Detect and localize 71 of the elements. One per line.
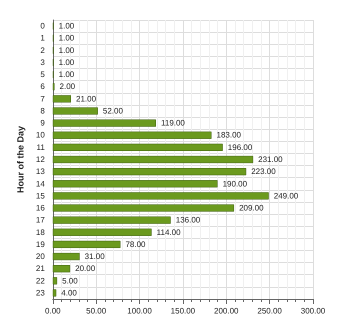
data-label: 78.00 <box>125 240 146 249</box>
y-tick-label: 15 <box>36 191 46 200</box>
y-tick-label: 9 <box>40 118 46 128</box>
data-label: 5.00 <box>62 276 78 286</box>
data-label: 52.00 <box>102 106 124 116</box>
data-label: 21.00 <box>76 94 97 104</box>
x-tick-label: 50.00 <box>86 306 107 316</box>
bar <box>52 107 98 115</box>
bar <box>52 180 218 188</box>
data-label: 136.00 <box>176 216 201 225</box>
data-label: 114.00 <box>156 228 182 237</box>
y-tick-label: 0 <box>40 22 46 31</box>
data-label: 249.00 <box>274 191 299 200</box>
y-tick-label: 19 <box>36 240 46 249</box>
data-label: 190.00 <box>222 179 248 188</box>
data-label: 4.00 <box>61 288 78 298</box>
bar <box>52 252 80 260</box>
data-label: 1.00 <box>58 22 75 31</box>
bar <box>52 204 234 212</box>
y-tick-label: 16 <box>36 204 46 213</box>
y-tick-label: 12 <box>36 155 46 164</box>
data-label: 2.00 <box>60 82 76 92</box>
bar <box>52 277 58 284</box>
y-tick-label: 3 <box>40 58 46 67</box>
x-tick-label: 300.00 <box>300 306 326 316</box>
y-tick-label: 20 <box>36 252 46 262</box>
data-label: 1.00 <box>58 70 75 80</box>
x-tick-label: 250.00 <box>257 306 282 316</box>
y-tick-label: 7 <box>40 94 46 104</box>
y-tick-label: 8 <box>40 106 46 116</box>
y-tick-label: 11 <box>36 142 46 152</box>
data-label: 1.00 <box>58 34 75 43</box>
bar <box>52 240 120 248</box>
bar <box>52 95 72 102</box>
y-tick-label: 5 <box>40 70 46 80</box>
y-tick-label: 22 <box>36 276 46 286</box>
x-tick-label: 200.00 <box>214 306 240 316</box>
data-label: 119.00 <box>161 118 186 128</box>
bar <box>52 216 171 224</box>
data-label: 196.00 <box>228 142 253 152</box>
data-label: 31.00 <box>84 252 106 262</box>
y-tick-label: 2 <box>40 46 46 55</box>
data-label: 1.00 <box>58 46 75 55</box>
y-tick-label: 13 <box>36 167 46 176</box>
bar <box>52 228 152 236</box>
bar <box>52 192 269 200</box>
y-tick-label: 18 <box>36 228 46 237</box>
bar <box>52 144 223 152</box>
y-tick-label: 23 <box>36 288 46 298</box>
y-tick-label: 17 <box>36 216 46 225</box>
bar <box>52 156 254 164</box>
x-tick-label: 150.00 <box>170 306 196 316</box>
data-label: 183.00 <box>216 130 242 140</box>
y-tick-label: 10 <box>36 130 46 140</box>
x-tick-label: 100.00 <box>127 306 152 316</box>
bar <box>52 265 70 272</box>
y-tick-label: 21 <box>36 264 46 274</box>
bar <box>52 289 56 297</box>
data-label: 209.00 <box>239 204 264 213</box>
y-axis-title: Hour of the Day <box>16 126 26 194</box>
data-label: 223.00 <box>251 167 276 176</box>
y-tick-label: 6 <box>40 82 46 92</box>
y-tick-label: 14 <box>36 179 46 188</box>
data-label: 1.00 <box>58 58 75 67</box>
x-tick-label: 0.00 <box>45 306 62 316</box>
bar <box>52 119 156 127</box>
bar <box>52 132 212 139</box>
bar <box>52 168 246 176</box>
y-tick-label: 1 <box>40 34 46 43</box>
data-label: 20.00 <box>75 264 96 274</box>
data-label: 231.00 <box>258 155 284 164</box>
